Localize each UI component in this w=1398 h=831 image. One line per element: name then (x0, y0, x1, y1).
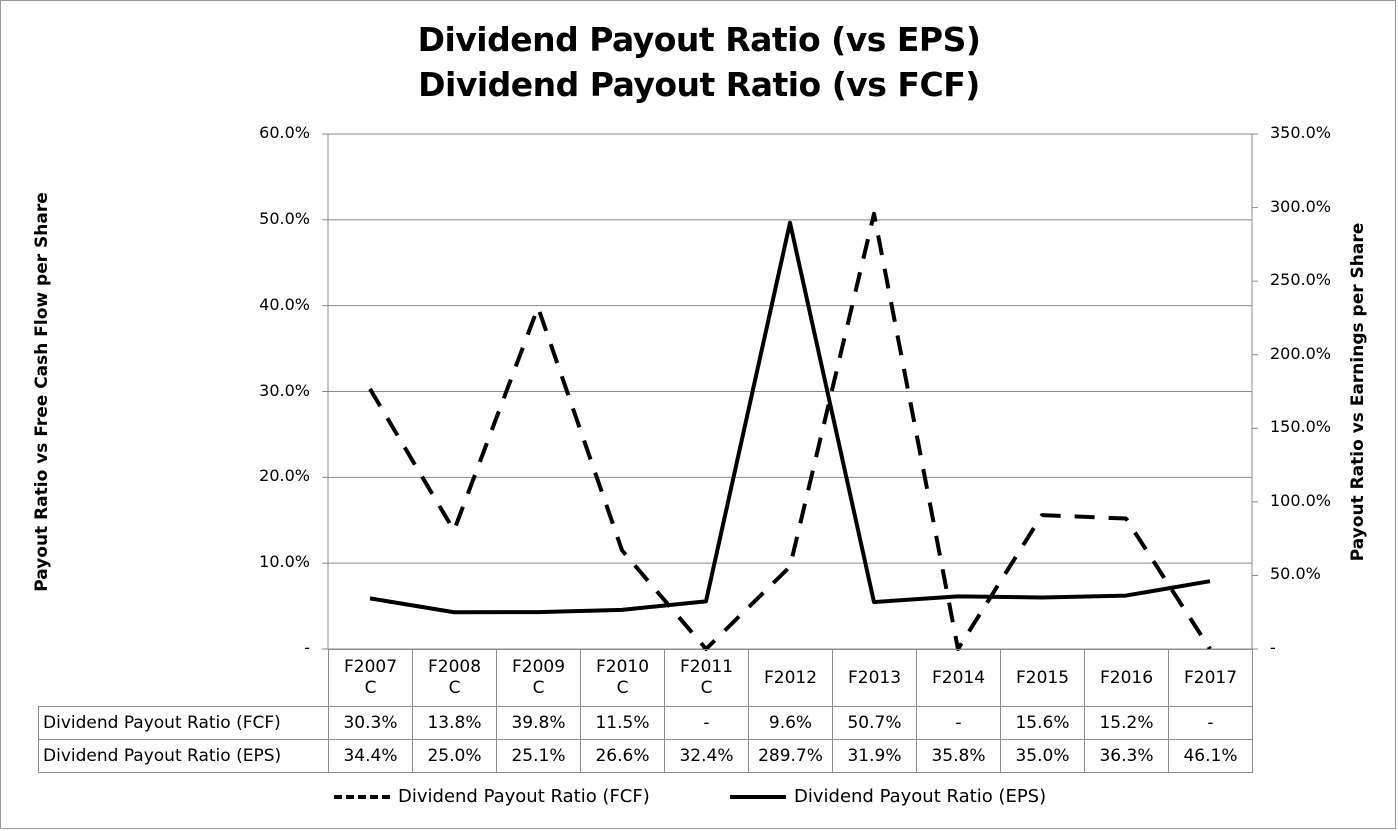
table-cell: 34.4% (328, 739, 413, 773)
right-tick-label: 50.0% (1270, 564, 1321, 584)
table-cell: 11.5% (580, 706, 665, 740)
category-label-line: C (616, 678, 629, 698)
left-tick-label: 60.0% (259, 123, 310, 142)
left-tick-label: 40.0% (259, 294, 310, 314)
category-label-line: C (700, 678, 713, 698)
category-label: F2013 (832, 649, 917, 707)
legend-solid-line-icon (730, 794, 786, 799)
legend-item-eps: Dividend Payout Ratio (EPS) (730, 786, 1046, 807)
data-point-fcf (788, 565, 792, 569)
left-tick-label: - (304, 638, 310, 657)
left-tick-label: 10.0% (259, 552, 310, 572)
table-cell: 15.6% (1000, 706, 1085, 740)
table-cell: 25.0% (412, 739, 497, 773)
table-cell: 13.8% (412, 706, 497, 740)
legend: Dividend Payout Ratio (FCF) Dividend Pay… (0, 786, 1398, 816)
table-cell: 32.4% (664, 739, 749, 773)
category-label: F2008 C (412, 649, 497, 707)
category-label: F2015 (1000, 649, 1085, 707)
category-label-line: F2012 (763, 667, 818, 688)
category-label: F2011 C (664, 649, 749, 707)
table-row: Dividend Payout Ratio (FCF) 30.3% 13.8% 39.… (38, 706, 1253, 740)
data-table: F2007 C F2008 C F2009 C F2010 C F2011 C F2012 F2013… (38, 649, 1253, 773)
table-cell: 26.6% (580, 739, 665, 773)
legend-item-fcf: Dividend Payout Ratio (FCF) (334, 786, 650, 807)
category-label-line: F2008 (427, 657, 482, 677)
table-cell: 50.7% (832, 706, 917, 740)
series-line-fcf (368, 211, 1212, 651)
table-cell: 35.0% (1000, 739, 1085, 773)
category-label: F2010 C (580, 649, 665, 707)
table-row-label: Dividend Payout Ratio (EPS) (38, 739, 329, 773)
table-cell: 36.3% (1084, 739, 1169, 773)
category-label: F2016 (1084, 649, 1169, 707)
table-cell: - (664, 706, 749, 740)
left-tick-label: 20.0% (259, 466, 310, 486)
category-label-line: F2016 (1099, 667, 1154, 688)
legend-label-eps: Dividend Payout Ratio (EPS) (794, 786, 1047, 807)
category-label-line: F2015 (1015, 667, 1070, 688)
category-label-line: F2010 (595, 657, 650, 677)
table-row: Dividend Payout Ratio (EPS) 34.4% 25.0% 25.… (38, 739, 1253, 773)
table-cell: 31.9% (832, 739, 917, 773)
right-tick-label: 150.0% (1270, 417, 1332, 437)
chart-subtitle: Dividend Payout Ratio (vs FCF) (418, 65, 980, 104)
category-label-line: F2013 (847, 667, 902, 688)
category-label: F2017 (1168, 649, 1253, 707)
table-corner (38, 649, 329, 707)
table-header-row: F2007 C F2008 C F2009 C F2010 C F2011 C F2012 F2013… (38, 649, 1253, 707)
category-label: F2009 C (496, 649, 581, 707)
category-label-line: F2014 (931, 667, 986, 688)
category-label: F2007 C (328, 649, 413, 707)
legend-dashed-line-icon (334, 794, 390, 799)
category-label-line: F2011 (679, 657, 734, 677)
right-tick-label: 300.0% (1270, 196, 1332, 216)
category-label-line: C (532, 678, 545, 698)
table-cell: 9.6% (748, 706, 833, 740)
category-label: F2014 (916, 649, 1001, 707)
table-cell: - (1168, 706, 1253, 740)
table-cell: 25.1% (496, 739, 581, 773)
legend-label-fcf: Dividend Payout Ratio (FCF) (398, 786, 650, 807)
table-row-label: Dividend Payout Ratio (FCF) (38, 706, 329, 740)
right-tick-label: 200.0% (1270, 343, 1332, 363)
category-label-line: C (364, 678, 377, 698)
right-tick-label: - (1270, 638, 1276, 657)
left-tick-label: 50.0% (259, 208, 310, 228)
table-cell: 39.8% (496, 706, 581, 740)
right-tick-label: 100.0% (1270, 490, 1332, 510)
category-label-line: F2009 (511, 657, 566, 677)
table-cell: 15.2% (1084, 706, 1169, 740)
table-cell: - (916, 706, 1001, 740)
category-label-line: C (448, 678, 461, 698)
category-label-line: F2017 (1183, 667, 1238, 688)
category-label-line: F2007 (343, 657, 398, 677)
table-cell: 289.7% (748, 739, 833, 773)
table-cell: 30.3% (328, 706, 413, 740)
table-cell: 46.1% (1168, 739, 1253, 773)
category-label: F2012 (748, 649, 833, 707)
data-point-fcf (452, 529, 456, 533)
series-line-eps (369, 220, 1211, 615)
right-tick-label: 250.0% (1270, 270, 1332, 290)
table-cell: 35.8% (916, 739, 1001, 773)
right-tick-label: 350.0% (1270, 123, 1332, 142)
chart-title: Dividend Payout Ratio (vs EPS) (417, 20, 981, 59)
left-tick-label: 30.0% (259, 380, 310, 400)
